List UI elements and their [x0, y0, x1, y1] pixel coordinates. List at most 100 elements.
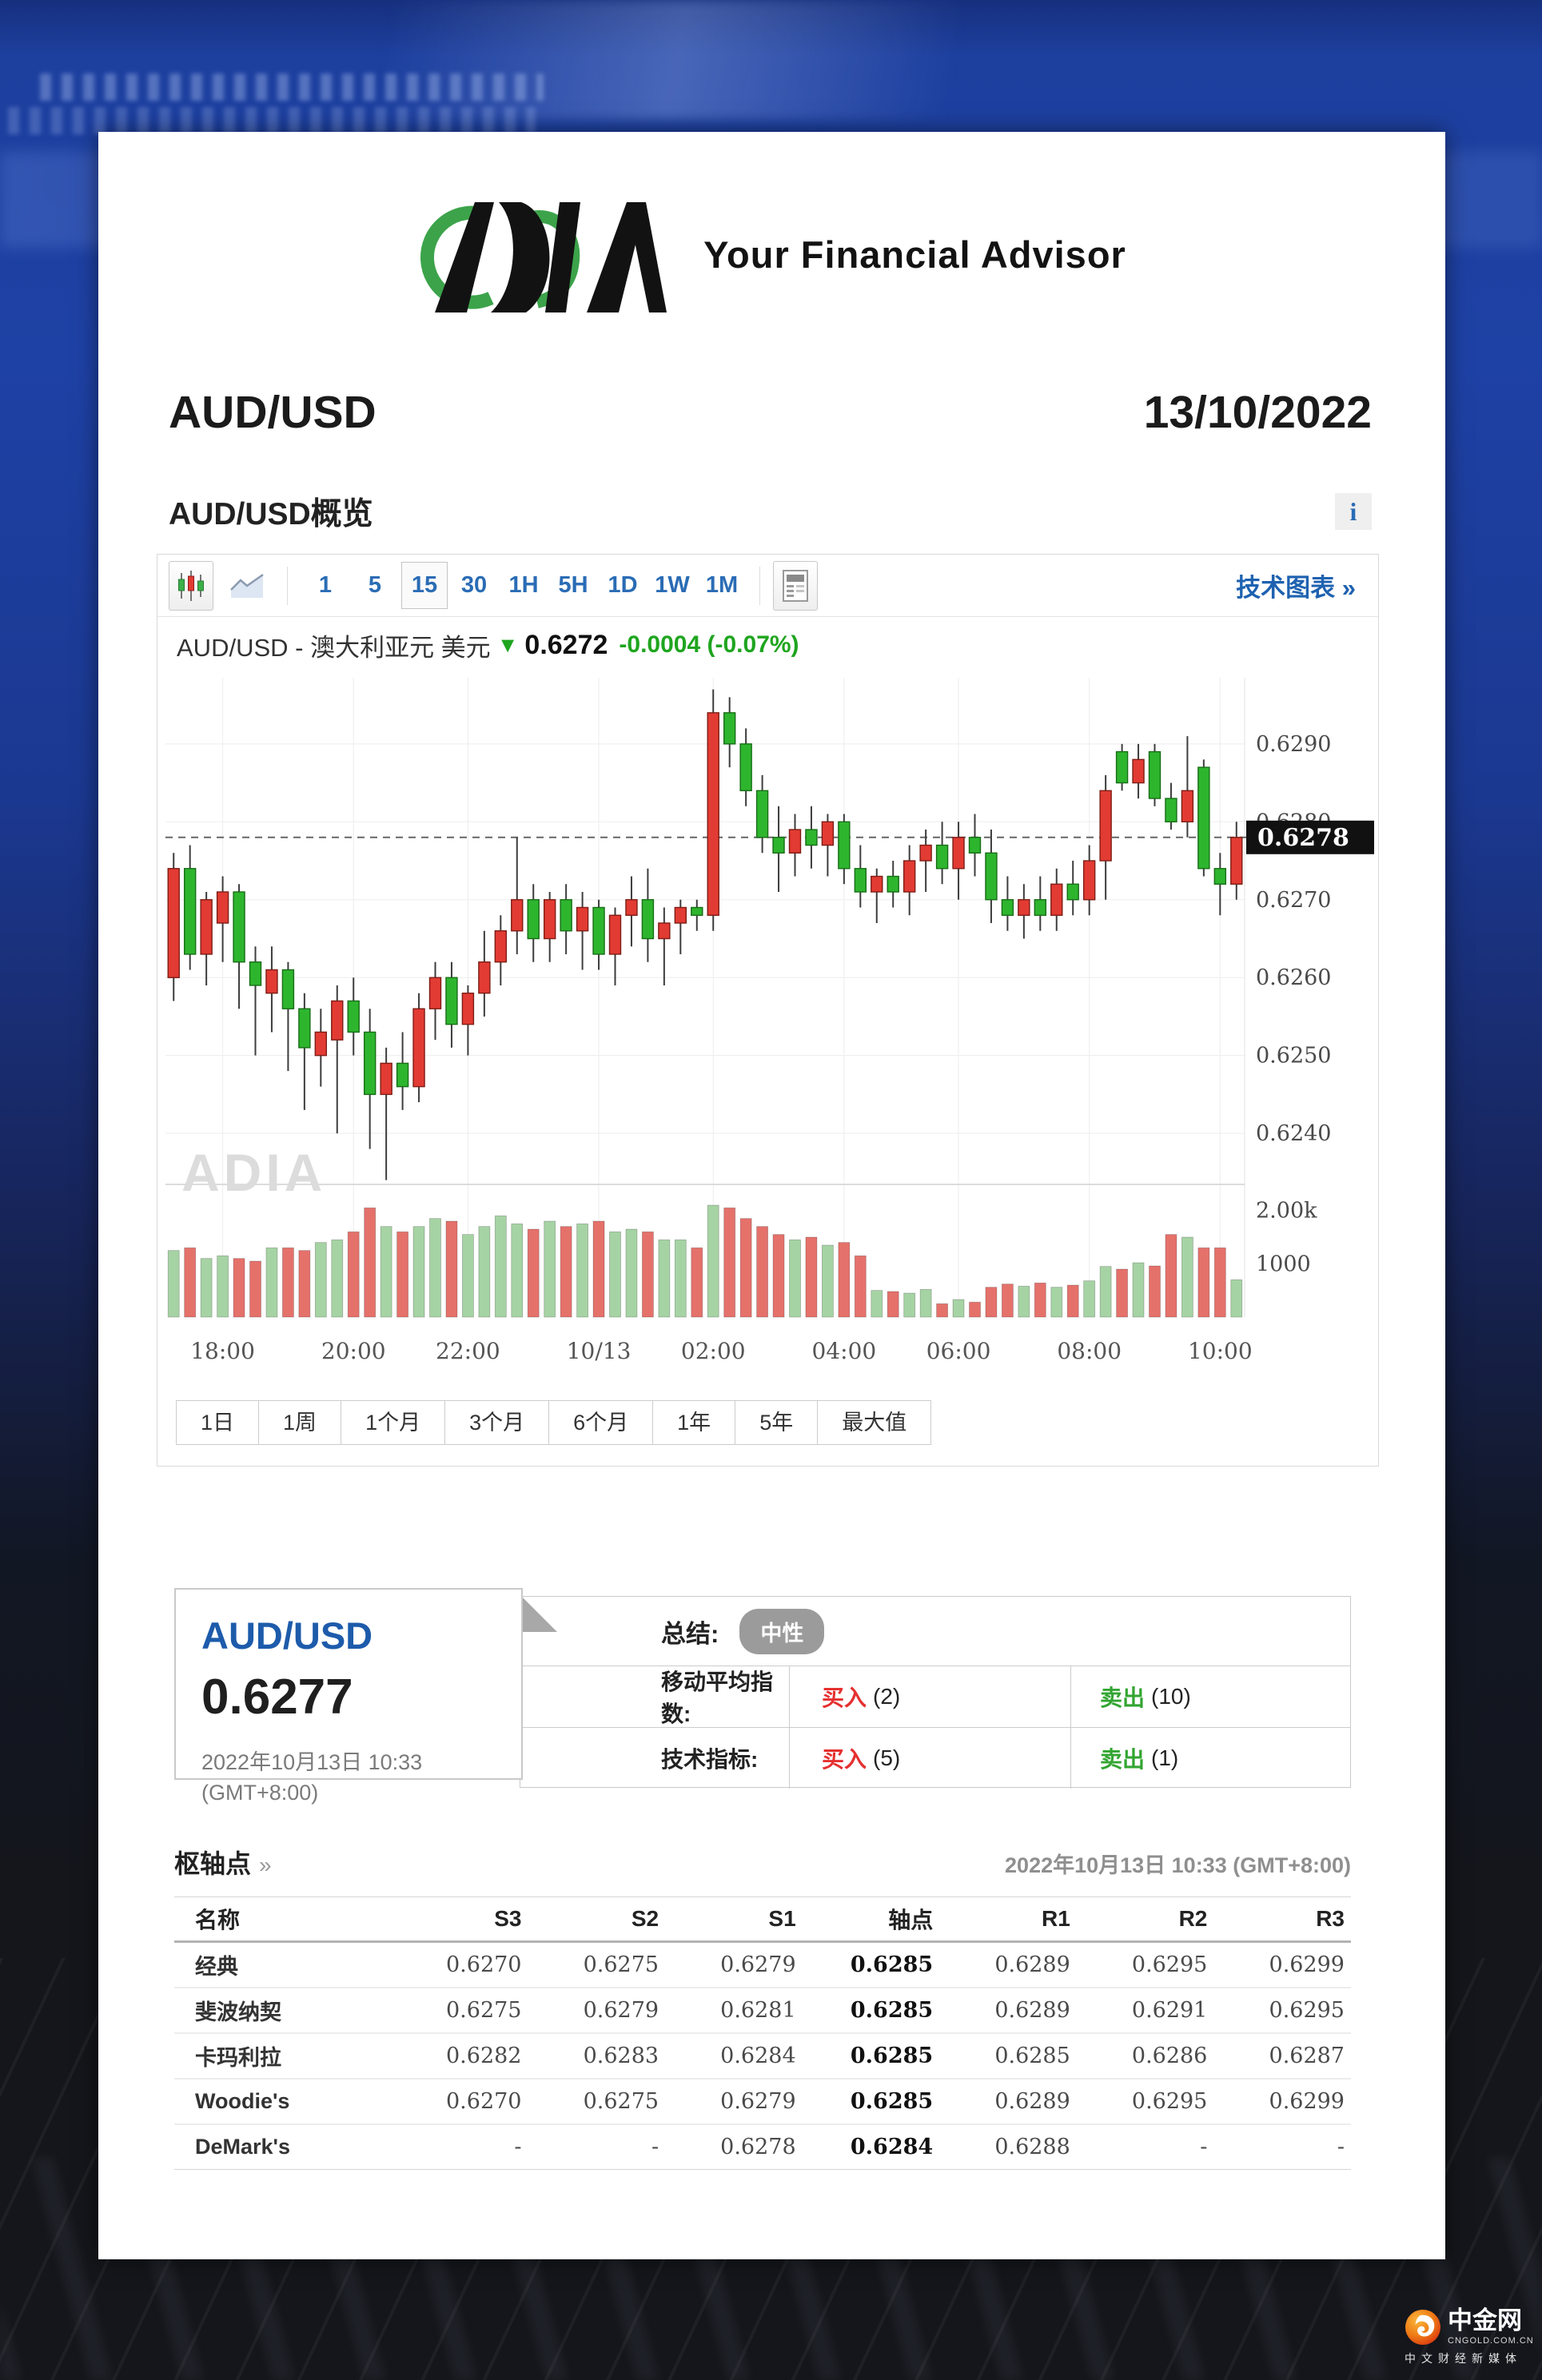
svg-text:0.6290: 0.6290 [1256, 732, 1331, 757]
interval-5H[interactable]: 5H [558, 572, 588, 598]
pivot-value-cell: - [390, 2123, 528, 2170]
pivot-value-cell: 0.6284 [665, 2032, 803, 2080]
range-button-2[interactable]: 1周 [258, 1400, 342, 1445]
news-view-button[interactable] [773, 560, 818, 611]
chart-last-price: 0.6272 [524, 629, 608, 660]
range-button-row: 1日 1周 1个月 3个月 6个月 1年 5年 最大值 [176, 1400, 1378, 1445]
summary-row-label: 移动平均指数: [661, 1670, 774, 1726]
pivot-value-cell: 0.6299 [1213, 2078, 1351, 2125]
pivot-value-cell: 0.6289 [939, 1987, 1077, 2034]
pivot-value-cell: 0.6287 [1213, 2032, 1351, 2080]
pivot-table: 名称 S3 S2 S1 轴点 R1 R2 R3 经典 0.6270 0.6275 0.6279 0.62… [174, 1896, 1351, 2170]
pivot-value-cell: 0.6288 [939, 2123, 1077, 2170]
pivot-col-header: S1 [665, 1896, 803, 1943]
toolbar-divider [287, 566, 288, 605]
pivot-value-cell: 0.6291 [1076, 1987, 1214, 2034]
line-chart-button[interactable] [225, 561, 269, 611]
news-icon [783, 569, 808, 602]
sell-signal-label: 卖出 [1100, 1686, 1146, 1710]
quote-timezone: (GMT+8:00) [201, 1781, 319, 1805]
pivot-section-header: 枢轴点 » 2022年10月13日 10:33 (GMT+8:00) [174, 1844, 1351, 1881]
range-button-7[interactable]: 5年 [735, 1400, 819, 1445]
brand-tagline: Your Financial Advisor [703, 233, 1126, 276]
quote-price: 0.6277 [201, 1670, 353, 1725]
interval-1M[interactable]: 1M [705, 572, 739, 598]
pivot-row-name: Woodie's [174, 2078, 391, 2125]
summary-row-2: 技术指标: 买入 (5) 卖出 (1) [520, 1727, 1350, 1789]
technical-chart-link[interactable]: 技术图表 » [1236, 574, 1356, 602]
price-down-arrow-icon: ▼ [496, 632, 519, 657]
summary-sell-cell: 卖出 (1) [1070, 1728, 1350, 1789]
pivot-value-cell: 0.6279 [665, 2078, 803, 2125]
summary-buy-cell: 买入 (5) [789, 1728, 1070, 1789]
interval-30[interactable]: 30 [460, 572, 488, 598]
line-chart-icon [230, 573, 264, 598]
page-title-date: 13/10/2022 [1143, 387, 1372, 438]
svg-text:22:00: 22:00 [436, 1338, 500, 1364]
pivot-value-cell: 0.6285 [802, 1987, 940, 2034]
buy-signal-label: 买入 [822, 1686, 867, 1710]
candlestick-icon [178, 570, 204, 601]
pivot-value-cell: 0.6278 [665, 2123, 803, 2170]
svg-text:06:00: 06:00 [926, 1338, 991, 1364]
pivot-value-cell: - [1213, 2123, 1351, 2170]
summary-row-label: 技术指标: [661, 1747, 759, 1772]
title-row: AUD/USD 13/10/2022 [169, 386, 1372, 439]
adia-logo-icon [420, 202, 667, 312]
svg-text:0.6250: 0.6250 [1256, 1044, 1331, 1069]
svg-text:ADIA: ADIA [181, 1143, 326, 1202]
quote-pair: AUD/USD [201, 1614, 373, 1657]
interval-15[interactable]: 15 [401, 562, 448, 609]
info-icon[interactable]: i [1335, 493, 1372, 530]
interval-1H[interactable]: 1H [508, 572, 539, 598]
interval-5[interactable]: 5 [368, 572, 382, 598]
quote-timestamp: 2022年10月13日 10:33 [201, 1750, 423, 1774]
pivot-value-cell: 0.6299 [1213, 1941, 1351, 1988]
interval-1[interactable]: 1 [318, 572, 333, 598]
pivot-header-row: 名称 S3 S2 S1 轴点 R1 R2 R3 [174, 1896, 1351, 1943]
range-button-6[interactable]: 1年 [652, 1400, 736, 1445]
brand-header: Your Financial Advisor [98, 194, 1445, 314]
pivot-timestamp: 2022年10月13日 10:33 (GMT+8:00) [1005, 1853, 1351, 1877]
svg-text:1000: 1000 [1256, 1252, 1311, 1276]
pivot-value-cell: 0.6270 [390, 2078, 528, 2125]
summary-header: 总结: 中性 [520, 1597, 1350, 1666]
pivot-col-header: 轴点 [802, 1896, 940, 1943]
cngold-name: 中金网 [1448, 2306, 1522, 2334]
buy-signal-count: (5) [873, 1745, 901, 1770]
svg-text:08:00: 08:00 [1057, 1338, 1122, 1364]
pivot-title[interactable]: 枢轴点 » [174, 1844, 272, 1881]
pivot-value-cell: 0.6295 [1076, 1941, 1214, 1988]
cngold-footer-logo: 中金网 CNGOLD.COM.CN 中文财经新媒体 [1405, 2308, 1536, 2366]
svg-text:10/13: 10/13 [567, 1338, 632, 1364]
background-ticker-board-2 [8, 107, 536, 134]
range-button-4[interactable]: 3个月 [444, 1400, 550, 1445]
interval-1D[interactable]: 1D [608, 572, 638, 598]
pivot-value-cell: 0.6285 [802, 1941, 940, 1988]
cngold-swirl-icon [1405, 2309, 1440, 2345]
summary-buy-cell: 买入 (2) [789, 1666, 1070, 1727]
pivot-value-cell: 0.6295 [1076, 2078, 1214, 2125]
chart-price-change: -0.0004 (-0.07%) [619, 631, 799, 658]
pivot-value-cell: 0.6295 [1213, 1987, 1351, 2034]
pivot-col-header: R3 [1213, 1896, 1351, 1943]
pivot-value-cell: 0.6279 [528, 1987, 666, 2034]
overview-title: AUD/USD概览 [169, 497, 373, 531]
range-button-8[interactable]: 最大值 [817, 1400, 932, 1445]
chart-instrument-label: AUD/USD - 澳大利亚元 美元 [177, 633, 491, 662]
svg-text:10:00: 10:00 [1188, 1338, 1253, 1364]
pivot-row-name: 斐波纳契 [174, 1987, 391, 2034]
range-button-3[interactable]: 1个月 [341, 1400, 446, 1445]
background-ticker-board [40, 74, 544, 101]
toolbar-divider-2 [759, 566, 760, 605]
pivot-col-header: R2 [1076, 1896, 1214, 1943]
range-button-5[interactable]: 6个月 [548, 1400, 654, 1445]
interval-1W[interactable]: 1W [655, 572, 690, 598]
cngold-tagline: 中文财经新媒体 [1405, 2352, 1522, 2365]
range-button-1[interactable]: 1日 [176, 1400, 260, 1445]
pivot-table-row: 斐波纳契 0.6275 0.6279 0.6281 0.6285 0.6289 0.6291… [174, 1987, 1351, 2034]
svg-text:0.6278: 0.6278 [1257, 824, 1349, 852]
cngold-domain: CNGOLD.COM.CN [1448, 2336, 1534, 2346]
candlestick-price-chart[interactable]: 0.62400.62500.62600.62700.62800.6290ADIA… [157, 673, 1378, 1384]
candlestick-chart-button[interactable] [169, 560, 213, 611]
